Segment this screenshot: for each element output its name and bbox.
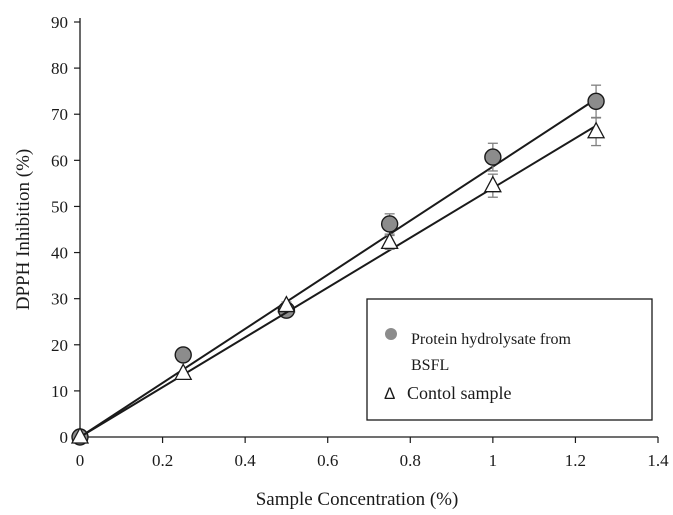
data-point-triangle [277, 295, 296, 313]
y-tick-label: 90 [51, 13, 68, 32]
y-axis-title: DPPH Inhibition (%) [13, 149, 34, 311]
y-tick-label: 40 [51, 244, 68, 263]
data-point-triangle [70, 426, 90, 444]
x-tick-labels: 0 0.2 0.4 0.6 0.8 1 1.2 1.4 [76, 437, 669, 470]
y-tick-label: 60 [51, 151, 68, 170]
legend-label-series-1-cont: BSFL [411, 357, 449, 374]
y-tick-label: 50 [51, 197, 68, 216]
data-point-triangle [174, 362, 193, 381]
legend-marker-triangle: Δ [384, 384, 395, 403]
legend-label-series-2: Contol sample [407, 383, 512, 403]
x-tick-label: 0.6 [317, 451, 338, 470]
legend-marker-circle [385, 328, 397, 340]
trendline-series-2 [79, 124, 597, 438]
series-2 [70, 117, 606, 444]
y-tick-label: 30 [51, 290, 68, 309]
data-point-circle [587, 92, 605, 111]
legend-label-series-1: Protein hydrolysate from [411, 331, 572, 348]
data-point-circle [380, 215, 399, 233]
legend: Protein hydrolysate from BSFL Δ Contol s… [366, 298, 653, 421]
x-tick-label: 0.4 [235, 451, 257, 470]
data-point-triangle [586, 121, 606, 139]
data-point-triangle [380, 232, 399, 250]
y-tick-label: 70 [51, 105, 68, 124]
y-tick-label: 10 [51, 382, 68, 401]
trendline-series-1 [79, 98, 597, 438]
x-axis-title: Sample Concentration (%) [256, 489, 459, 510]
legend-box [366, 298, 653, 421]
x-tick-label: 1.4 [647, 451, 669, 470]
data-point-triangle [483, 175, 502, 193]
x-tick-label: 0.8 [400, 451, 421, 470]
y-tick-label: 80 [51, 59, 68, 78]
x-tick-label: 0.2 [152, 451, 173, 470]
y-tick-label: 0 [60, 428, 69, 447]
y-tick-labels: 0 10 20 30 40 50 60 70 80 90 [51, 13, 80, 447]
data-point-circle [174, 346, 192, 364]
y-tick-label: 20 [51, 336, 68, 355]
axes [79, 18, 658, 438]
x-tick-label: 1 [489, 451, 498, 470]
x-tick-label: 0 [76, 451, 85, 470]
data-point-circle [484, 148, 502, 166]
plot-area [70, 84, 606, 446]
x-tick-label: 1.2 [565, 451, 586, 470]
